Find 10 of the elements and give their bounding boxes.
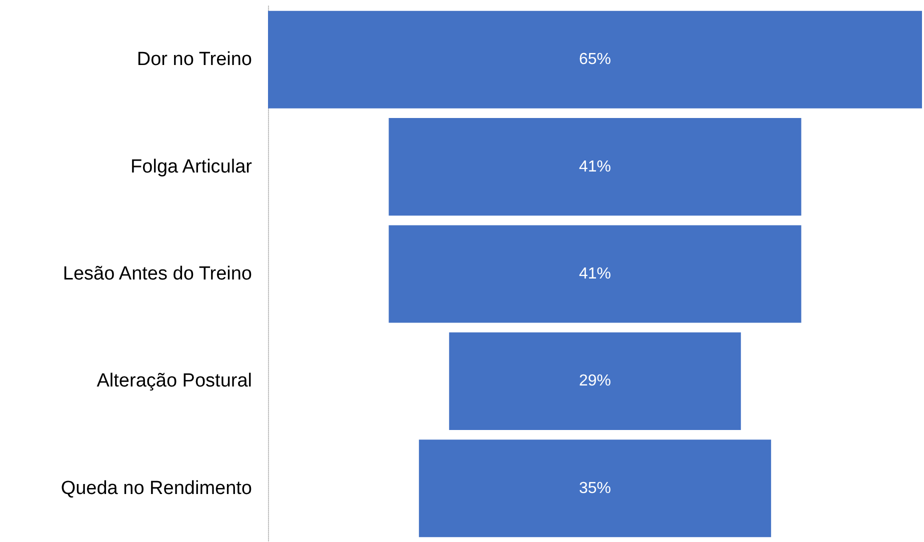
category-label: Lesão Antes do Treino bbox=[62, 264, 252, 284]
data-label: 41% bbox=[578, 266, 612, 282]
category-label: Folga Articular bbox=[130, 156, 253, 178]
data-label: 65% bbox=[578, 51, 612, 68]
data-label: 29% bbox=[578, 372, 612, 390]
category-label: Alteração Postural bbox=[96, 370, 252, 392]
data-label: 35% bbox=[578, 480, 612, 497]
category-label: Dor no Treino bbox=[136, 49, 252, 70]
data-label: 41% bbox=[578, 158, 612, 176]
category-label: Queda no Rendimento bbox=[60, 478, 252, 499]
